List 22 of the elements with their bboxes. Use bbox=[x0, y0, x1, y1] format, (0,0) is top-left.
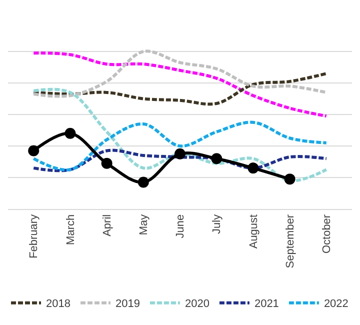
x-tick-label: September bbox=[284, 214, 296, 268]
x-tick-label: March bbox=[64, 214, 77, 245]
x-tick-label: February bbox=[28, 214, 40, 258]
x-tick-label: April bbox=[101, 214, 114, 236]
point bbox=[248, 162, 259, 174]
point bbox=[64, 128, 76, 139]
x-tick-label: October bbox=[320, 214, 333, 254]
legend-label: 2018 bbox=[46, 298, 70, 310]
legend-label: 2022 bbox=[324, 298, 348, 310]
legend-label: 2019 bbox=[115, 298, 140, 310]
x-tick-label: May bbox=[138, 214, 150, 236]
point bbox=[174, 148, 186, 160]
x-tick-label: August bbox=[248, 214, 260, 249]
point bbox=[284, 174, 296, 185]
point bbox=[211, 153, 222, 164]
x-tick-label: July bbox=[211, 214, 224, 234]
point bbox=[138, 176, 149, 188]
point bbox=[28, 145, 40, 156]
point bbox=[101, 158, 112, 169]
x-tick-label: June bbox=[174, 214, 187, 238]
legend-label: 2020 bbox=[184, 298, 210, 310]
legend-label: 2021 bbox=[254, 298, 279, 310]
